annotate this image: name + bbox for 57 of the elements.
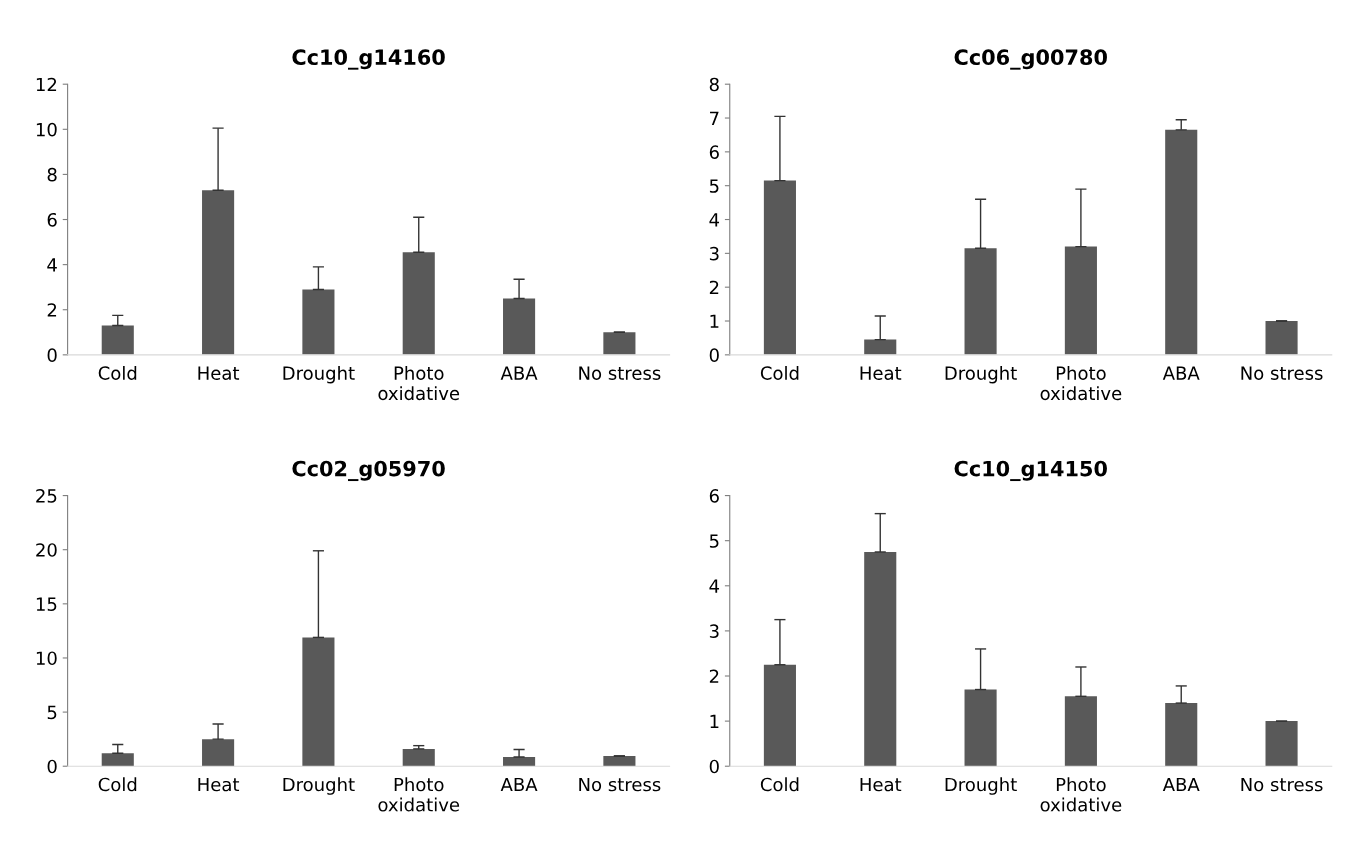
x-tick-label: Cold <box>760 777 799 792</box>
x-tick-label: Drought <box>945 365 1017 384</box>
y-tick-label: 20 <box>36 543 57 557</box>
y-tick-label: 10 <box>36 122 57 137</box>
x-tick-label: Drought <box>283 777 355 795</box>
x-tick-label: Photo oxidative <box>1040 365 1122 401</box>
y-tick-label: 8 <box>709 77 719 92</box>
y-tick-label: 1 <box>710 314 719 328</box>
x-tick-label: Photo oxidative <box>378 777 460 812</box>
x-tick-label: Cold <box>98 365 137 380</box>
x-tick-label: Cold <box>760 365 799 380</box>
y-tick-label: 2 <box>709 669 719 683</box>
x-tick-label: Heat <box>198 777 240 792</box>
y-tick-label: 7 <box>710 111 719 125</box>
x-tick-label: No stress <box>579 777 661 792</box>
y-tick-label: 6 <box>47 212 57 227</box>
chart-title: Cc02_g05970 <box>292 460 445 482</box>
y-tick-label: 1 <box>710 714 719 728</box>
y-tick-label: 8 <box>47 167 57 182</box>
chart-title: Cc06_g00780 <box>954 49 1107 70</box>
x-tick-label: Heat <box>860 366 902 380</box>
y-tick-label: 5 <box>709 534 719 548</box>
y-tick-label: 4 <box>709 579 720 593</box>
x-tick-label: ABA <box>500 777 538 792</box>
y-tick-label: 2 <box>709 280 719 295</box>
x-tick-label: Cold <box>98 777 137 792</box>
x-tick-label: Drought <box>283 365 355 384</box>
y-tick-label: 6 <box>709 145 719 159</box>
y-tick-label: 25 <box>36 489 57 503</box>
y-tick-label: 5 <box>47 705 57 720</box>
y-tick-label: 3 <box>709 624 719 639</box>
y-tick-label: 3 <box>709 246 719 261</box>
x-tick-label: ABA <box>1162 777 1200 792</box>
x-tick-label: Drought <box>945 777 1017 795</box>
chart-title: Cc10_g14150 <box>954 460 1107 482</box>
x-tick-label: Heat <box>198 366 240 380</box>
y-tick-label: 2 <box>47 303 57 317</box>
x-tick-label: No stress <box>1241 777 1323 792</box>
x-tick-label: No stress <box>579 366 661 380</box>
y-tick-label: 12 <box>36 77 57 92</box>
y-tick-label: 5 <box>709 179 719 193</box>
y-tick-label: 0 <box>47 348 57 362</box>
y-tick-label: 0 <box>709 348 719 362</box>
x-tick-label: Heat <box>860 777 902 792</box>
y-tick-label: 0 <box>709 759 719 774</box>
x-tick-label: No stress <box>1241 366 1323 380</box>
y-tick-label: 4 <box>47 258 57 272</box>
x-tick-label: ABA <box>1162 366 1200 380</box>
y-tick-label: 0 <box>47 759 57 774</box>
y-tick-label: 6 <box>709 489 719 503</box>
chart-title: Cc10_g14160 <box>292 49 445 70</box>
y-tick-label: 15 <box>36 597 57 611</box>
x-tick-label: Photo oxidative <box>1040 777 1122 812</box>
y-tick-label: 10 <box>36 651 57 666</box>
x-tick-label: ABA <box>500 366 538 380</box>
y-tick-label: 4 <box>709 213 720 227</box>
x-tick-label: Photo oxidative <box>378 365 460 401</box>
